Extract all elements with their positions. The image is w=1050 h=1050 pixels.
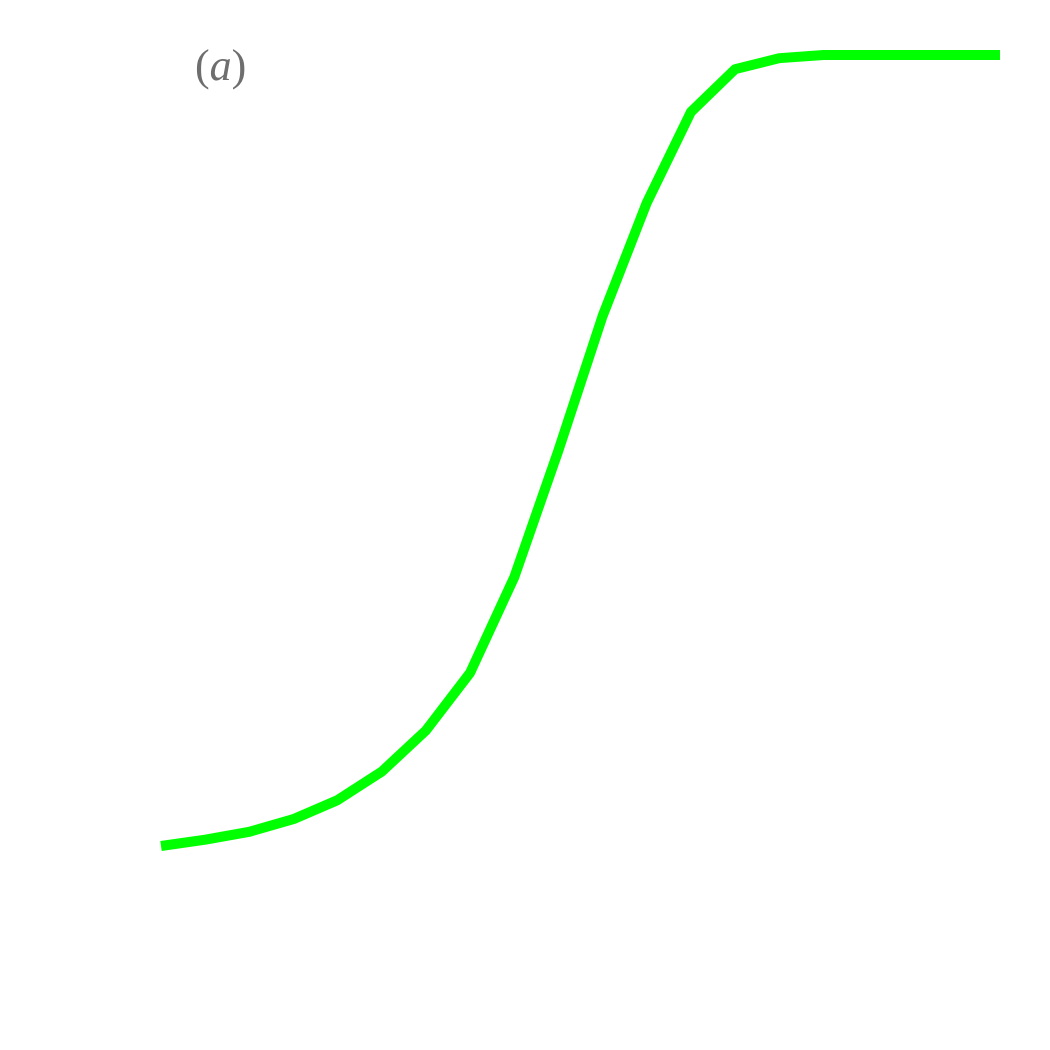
series-line-0 xyxy=(160,50,1000,851)
panel-label-letter: a xyxy=(209,41,232,90)
series-layer xyxy=(160,50,1000,851)
panel-label-close: ) xyxy=(231,41,247,90)
panel-label-open: ( xyxy=(195,41,210,90)
panel-label: (a) xyxy=(195,44,246,88)
